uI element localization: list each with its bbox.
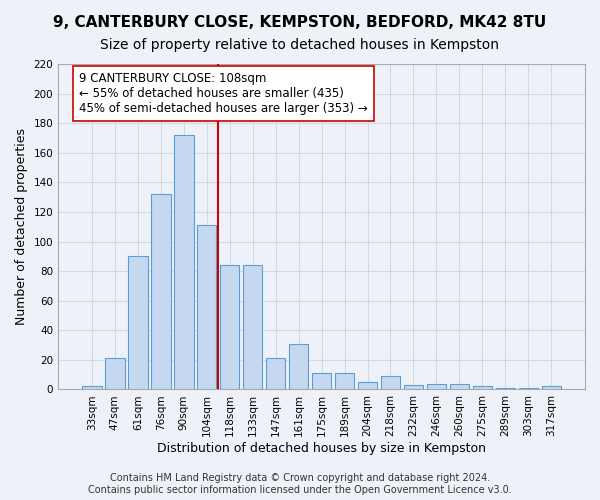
Bar [266,358,286,390]
Bar [404,385,423,390]
Bar [289,344,308,390]
Bar [151,194,170,390]
Bar [174,135,194,390]
Text: Contains HM Land Registry data © Crown copyright and database right 2024.
Contai: Contains HM Land Registry data © Crown c… [88,474,512,495]
Bar [381,376,400,390]
Bar [496,388,515,390]
Bar [473,386,492,390]
Y-axis label: Number of detached properties: Number of detached properties [15,128,28,325]
Bar [105,358,125,390]
Bar [312,373,331,390]
Bar [220,265,239,390]
Bar [243,265,262,390]
Text: 9, CANTERBURY CLOSE, KEMPSTON, BEDFORD, MK42 8TU: 9, CANTERBURY CLOSE, KEMPSTON, BEDFORD, … [53,15,547,30]
Bar [518,388,538,390]
Bar [542,386,561,390]
Bar [82,386,101,390]
X-axis label: Distribution of detached houses by size in Kempston: Distribution of detached houses by size … [157,442,486,455]
Bar [358,382,377,390]
Text: Size of property relative to detached houses in Kempston: Size of property relative to detached ho… [101,38,499,52]
Bar [449,384,469,390]
Bar [197,225,217,390]
Text: 9 CANTERBURY CLOSE: 108sqm
← 55% of detached houses are smaller (435)
45% of sem: 9 CANTERBURY CLOSE: 108sqm ← 55% of deta… [79,72,368,115]
Bar [128,256,148,390]
Bar [427,384,446,390]
Bar [335,373,355,390]
